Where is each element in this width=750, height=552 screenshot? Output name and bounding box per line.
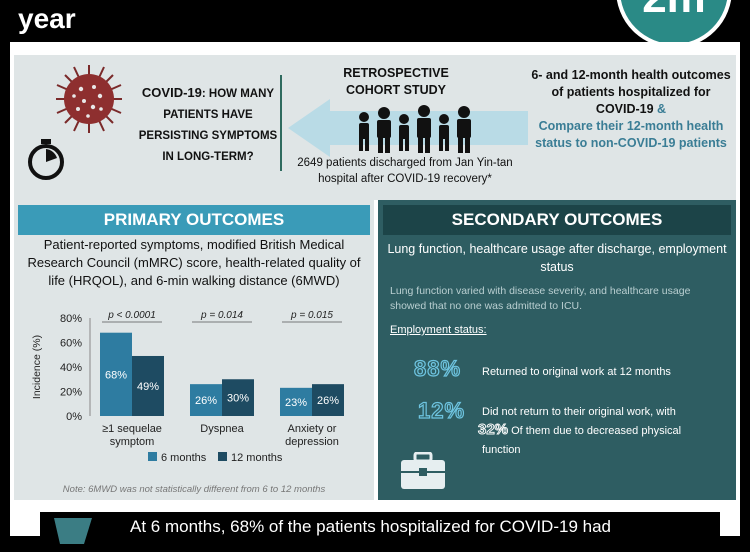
legend-swatch [218, 452, 227, 461]
y-axis-label: Incidence (%) [31, 335, 43, 399]
bar-6m [100, 332, 132, 416]
x-category-label: Dyspnea [200, 423, 244, 435]
research-question: COVID-19: HOW MANY PATIENTS HAVE PERSIST… [138, 85, 278, 163]
document-icon [54, 518, 92, 544]
secondary-outcomes-body: Lung function varied with disease severi… [390, 285, 691, 312]
primary-outcomes-panel: PRIMARY OUTCOMES Patient-reported sympto… [14, 200, 374, 500]
y-tick-label: 80% [60, 313, 82, 325]
conclusion-banner: At 6 months, 68% of the patients hospita… [40, 512, 720, 552]
x-category-label: Anxiety or [288, 423, 337, 435]
x-category-label: depression [285, 436, 339, 448]
secondary-outcomes-panel: SECONDARY OUTCOMES Lung function, health… [378, 200, 736, 500]
stopwatch-icon [28, 139, 64, 180]
stat-32-line: 32% Of them due to decreased physical [478, 421, 682, 438]
p-value-label: p = 0.014 [200, 310, 243, 321]
virus-icon [56, 65, 122, 133]
legend-swatch [148, 452, 157, 461]
bar-6m [280, 387, 312, 416]
infographic-page: COVID-19: HOW MANY PATIENTS HAVE PERSIST… [10, 42, 740, 552]
y-tick-label: 60% [60, 338, 82, 350]
y-tick-label: 40% [60, 362, 82, 374]
secondary-outcomes-subheading: Lung function, healthcare usage after di… [387, 242, 727, 274]
bar-12m [312, 384, 344, 416]
stat-32-value: 32% [478, 421, 509, 438]
stat-32-text-end: function [482, 444, 521, 456]
footnote: Note: 6MWD was not statistically differe… [62, 484, 326, 495]
secondary-outcomes-heading: SECONDARY OUTCOMES [383, 205, 731, 235]
stat-12-text: Did not return to their original work, w… [482, 406, 676, 418]
bar-value-label: 49% [137, 381, 159, 393]
patients-note: 2649 patients discharged from Jan Yin-ta… [297, 157, 513, 185]
y-tick-label: 20% [60, 387, 82, 399]
study-design: RETROSPECTIVE COHORT STUDY [343, 66, 449, 97]
stat-88-value: 88% [413, 355, 462, 381]
page-title: year [18, 3, 76, 34]
bar-value-label: 26% [317, 395, 339, 407]
p-value-label: p = 0.015 [290, 310, 333, 321]
bar-12m [132, 355, 164, 416]
legend-label: 6 months [161, 452, 207, 464]
divider [280, 75, 282, 171]
bar-value-label: 68% [105, 369, 127, 381]
stat-88-text: Returned to original work at 12 months [482, 366, 671, 378]
primary-outcomes-heading: PRIMARY OUTCOMES [18, 205, 370, 235]
study-overview-panel: COVID-19: HOW MANY PATIENTS HAVE PERSIST… [14, 55, 736, 200]
bar-value-label: 30% [227, 393, 249, 405]
y-tick-label: 0% [66, 411, 82, 423]
study-aims: 6- and 12-month health outcomes of patie… [531, 68, 731, 150]
p-value-label: p < 0.0001 [107, 310, 156, 321]
bar-12m [222, 379, 254, 416]
incidence-bar-chart: 0% 20% 40% 60% 80% Incidence (%) 68% 49% p < 0.0… [31, 310, 344, 464]
legend-label: 12 months [231, 452, 283, 464]
primary-outcomes-description: Patient-reported symptoms, modified Brit… [27, 237, 361, 288]
x-category-label: symptom [110, 436, 155, 448]
x-category-label: ≥1 sequelae [102, 423, 162, 435]
stat-12-value: 12% [417, 397, 466, 423]
people-group-icon [359, 105, 471, 153]
bar-value-label: 23% [285, 397, 307, 409]
logo-text: 2m [642, 0, 706, 22]
bar-6m [190, 384, 222, 416]
logo: 2m [610, 0, 738, 48]
briefcase-icon [401, 452, 445, 489]
bar-value-label: 26% [195, 395, 217, 407]
employment-label: Employment status: [390, 324, 487, 336]
conclusion-text: At 6 months, 68% of the patients hospita… [130, 517, 611, 536]
